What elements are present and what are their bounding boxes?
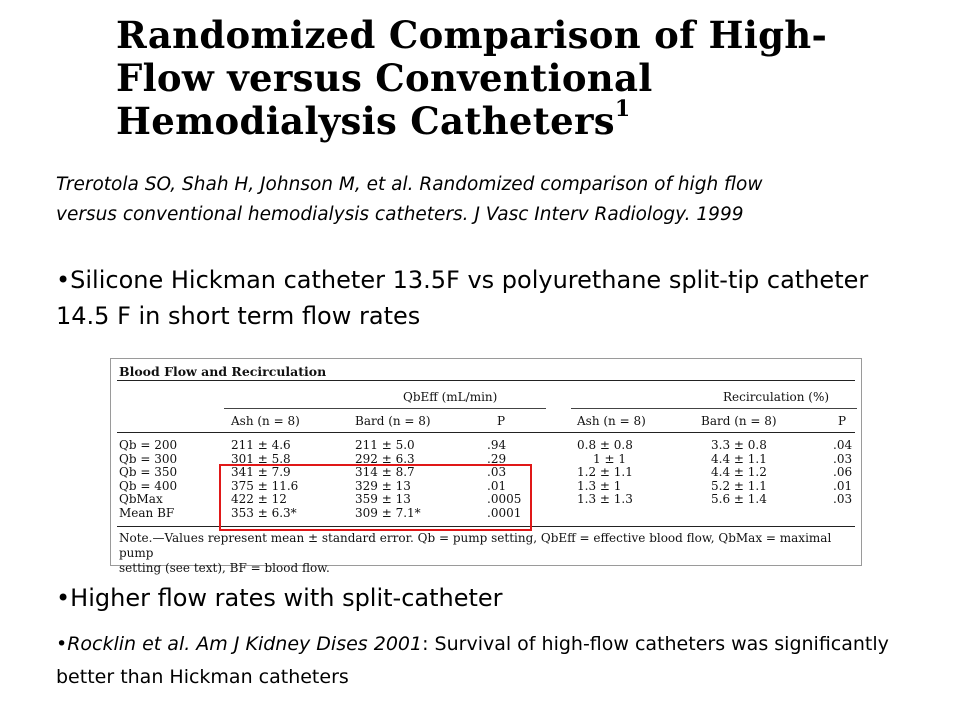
col-header-bard-recirc: Bard (n = 8) xyxy=(701,414,777,428)
group-header-recirculation: Recirculation (%) xyxy=(723,390,830,404)
cell-bard-recirc: 5.2 ± 1.1 xyxy=(711,478,767,493)
col-header-bard: Bard (n = 8) xyxy=(355,414,431,428)
table-note-line-1: Note.—Values represent mean ± standard e… xyxy=(119,531,832,560)
row-label: Mean BF xyxy=(119,505,175,520)
cell-p-recirc: .06 xyxy=(833,465,853,479)
highlight-box xyxy=(219,464,532,531)
table-top-rule xyxy=(117,380,855,381)
table-row: QbMax 422 ± 12 359 ± 13 .0005 1.3 ± 1.3 … xyxy=(111,492,861,507)
cell-bard: 309 ± 7.1* xyxy=(355,505,421,520)
cell-bard: 314 ± 8.7 xyxy=(355,465,415,479)
table-row: Qb = 200 211 ± 4.6 211 ± 5.0 .94 0.8 ± 0… xyxy=(111,438,861,453)
citation-line-2: versus conventional hemodialysis cathete… xyxy=(56,204,744,225)
cell-ash: 211 ± 4.6 xyxy=(231,438,291,452)
cell-bard-recirc: 3.3 ± 0.8 xyxy=(711,438,767,452)
cell-bard: 329 ± 13 xyxy=(355,478,411,493)
table-row: Qb = 350 341 ± 7.9 314 ± 8.7 .03 1.2 ± 1… xyxy=(111,465,861,480)
cell-ash: 353 ± 6.3* xyxy=(231,505,297,520)
bullet-catheter-comparison: •Silicone Hickman catheter 13.5F vs poly… xyxy=(56,266,869,330)
cell-p-recirc: .04 xyxy=(833,438,853,452)
col-header-ash: Ash (n = 8) xyxy=(231,414,300,428)
cell-ash: 341 ± 7.9 xyxy=(231,465,291,479)
group-rule-recirculation xyxy=(571,408,857,409)
cell-bard: 292 ± 6.3 xyxy=(355,451,415,466)
cell-ash: 301 ± 5.8 xyxy=(231,451,291,466)
cell-p: .03 xyxy=(487,465,507,479)
citation: Trerotola SO, Shah H, Johnson M, et al. … xyxy=(56,170,916,230)
header-rule xyxy=(117,432,855,433)
cell-p: .01 xyxy=(487,478,507,493)
cell-ash-recirc: 1.3 ± 1 xyxy=(577,478,622,493)
cell-bard: 211 ± 5.0 xyxy=(355,438,415,452)
table-note-line-2: setting (see text), BF = blood flow. xyxy=(119,561,330,575)
table-row: Mean BF 353 ± 6.3* 309 ± 7.1* .0001 xyxy=(111,505,861,521)
cell-p: .0001 xyxy=(487,505,522,520)
bullet-higher-flow: •Higher flow rates with split-catheter xyxy=(56,584,503,612)
cell-bard-recirc: 4.4 ± 1.1 xyxy=(711,451,767,466)
cell-p: .29 xyxy=(487,451,507,466)
table-row: Qb = 400 375 ± 11.6 329 ± 13 .01 1.3 ± 1… xyxy=(111,478,861,494)
citation-line-1: Trerotola SO, Shah H, Johnson M, et al. … xyxy=(56,174,763,195)
table-note: Note.—Values represent mean ± standard e… xyxy=(119,531,854,576)
table-body: Qb = 200 211 ± 4.6 211 ± 5.0 .94 0.8 ± 0… xyxy=(111,438,861,521)
title-footnote-marker: 1 xyxy=(614,96,631,122)
cell-p-recirc: .01 xyxy=(833,478,853,493)
row-label: Qb = 400 xyxy=(119,478,178,493)
col-header-p: P xyxy=(497,414,506,428)
cell-ash-recirc: 1.2 ± 1.1 xyxy=(577,465,633,479)
bullet-rocklin-text: : Survival of high-flow catheters was si… xyxy=(56,633,889,688)
cell-p-recirc: .03 xyxy=(833,451,853,466)
bullet-rocklin: •Rocklin et al. Am J Kidney Dises 2001: … xyxy=(56,628,916,694)
bullet-rocklin-reference: •Rocklin et al. Am J Kidney Dises 2001 xyxy=(56,633,423,655)
table-bottom-rule xyxy=(117,526,855,527)
row-label: QbMax xyxy=(119,492,163,506)
title-line-3: Hemodialysis Catheters1 xyxy=(116,98,876,143)
row-label: Qb = 350 xyxy=(119,465,178,479)
group-rule-qbeff xyxy=(224,408,546,409)
cell-bard-recirc: 4.4 ± 1.2 xyxy=(711,465,767,479)
title-line-1: Randomized Comparison of High- xyxy=(116,13,828,57)
row-label: Qb = 300 xyxy=(119,451,178,466)
title-line-3-text: Hemodialysis Catheters xyxy=(116,99,615,143)
cell-ash: 422 ± 12 xyxy=(231,492,287,506)
col-header-ash-recirc: Ash (n = 8) xyxy=(577,414,646,428)
cell-bard: 359 ± 13 xyxy=(355,492,411,506)
slide-title: Randomized Comparison of High- Flow vers… xyxy=(116,14,876,143)
blood-flow-table: Blood Flow and Recirculation QbEff (mL/m… xyxy=(110,358,862,575)
cell-ash: 375 ± 11.6 xyxy=(231,478,299,493)
cell-ash-recirc: 1.3 ± 1.3 xyxy=(577,492,633,506)
cell-p: .94 xyxy=(487,438,507,452)
row-label: Qb = 200 xyxy=(119,438,178,452)
cell-p-recirc: .03 xyxy=(833,492,853,506)
cell-p: .0005 xyxy=(487,492,522,506)
col-header-p-recirc: P xyxy=(838,414,847,428)
cell-ash-recirc: 1 ± 1 xyxy=(593,451,626,466)
title-line-2: Flow versus Conventional xyxy=(116,56,653,100)
group-header-qbeff: QbEff (mL/min) xyxy=(403,390,498,404)
cell-bard-recirc: 5.6 ± 1.4 xyxy=(711,492,767,506)
cell-ash-recirc: 0.8 ± 0.8 xyxy=(577,438,633,452)
table-row: Qb = 300 301 ± 5.8 292 ± 6.3 .29 1 ± 1 4… xyxy=(111,451,861,467)
table-caption: Blood Flow and Recirculation xyxy=(119,364,327,379)
